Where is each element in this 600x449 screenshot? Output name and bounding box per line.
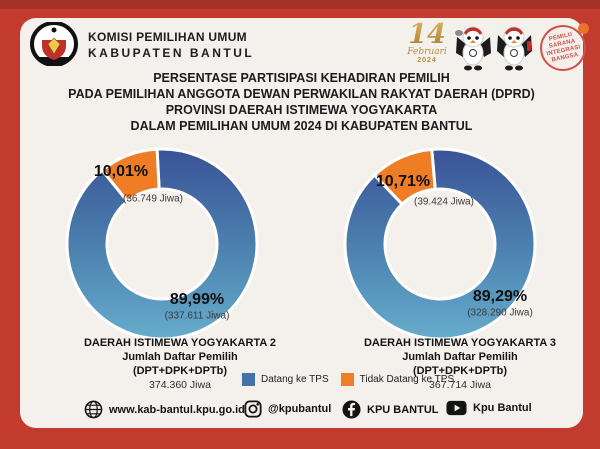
chart-caption-dapil-2: DAERAH ISTIMEWA YOGYAKARTA 2 Jumlah Daft… [60,336,300,392]
kpu-logo-icon [30,21,78,67]
youtube-icon [446,400,467,416]
region-name: DAERAH ISTIMEWA YOGYAKARTA 2 [83,337,277,349]
mascot-sura-icon [455,23,492,71]
frame-top-strip [0,0,600,9]
legend-item-absent: Tidak Datang ke TPS [340,373,455,386]
absent-pct-label: 10,01% [93,163,149,180]
chart-caption-dapil-3: DAERAH ISTIMEWA YOGYAKARTA 3 Jumlah Daft… [340,336,580,392]
attend-count-label: (337.611 Jiwa) [164,310,230,322]
header: KOMISI PEMILIHAN UMUM KABUPATEN BANTUL 1… [30,20,591,76]
donut-chart-dapil-2: 10,01% (36.749 Jiwa) 89,99% (337.611 Jiw… [64,146,260,342]
legend-label: Datang ke TPS [261,374,329,385]
voter-list-detail: (DPT+DPK+DPTb) [412,365,508,377]
facebook-name: KPU BANTUL [367,403,439,416]
absent-count-label: (39.424 Jiwa) [413,196,475,208]
attend-pct-label: 89,29% [472,288,528,305]
title-line-4: DALAM PEMILIHAN UMUM 2024 DI KABUPATEN B… [130,119,473,133]
title-line-1: PERSENTASE PARTISIPASI KEHADIRAN PEMILIH [153,71,450,85]
election-date-logo: 14 Februari 2024 [402,21,452,65]
date-number: 14 [402,21,452,48]
voter-list-detail: (DPT+DPK+DPTb) [132,365,228,377]
footer-website: www.kab-bantul.kpu.go.id [84,400,245,419]
mascot-sulu-icon [496,23,533,71]
footer: www.kab-bantul.kpu.go.id @kpubantul [20,400,583,426]
voter-total: 374.360 Jiwa [149,379,211,391]
legend-item-attend: Datang ke TPS [242,373,329,386]
org-name: KOMISI PEMILIHAN UMUM KABUPATEN BANTUL [88,30,254,60]
instagram-icon [244,400,262,418]
voter-list-label: Jumlah Daftar Pemilih [402,351,518,363]
absent-count-label: (36.749 Jiwa) [122,193,184,205]
footer-instagram: @kpubantul [244,400,331,418]
chart-legend: Datang ke TPS Tidak Datang ke TPS [242,373,454,386]
title-line-3: PROVINSI DAERAH ISTIMEWA YOGYAKARTA [165,103,438,117]
title-line-2: PADA PEMILIHAN ANGGOTA DEWAN PERWAKILAN … [68,87,535,101]
date-month: Februari [407,47,447,57]
mascots [455,23,533,71]
attend-pct-label: 89,99% [169,291,225,308]
youtube-name: Kpu Bantul [473,402,532,414]
facebook-icon [342,400,361,419]
footer-youtube: Kpu Bantul [446,400,532,416]
attend-count-label: (328.290 Jiwa) [467,307,533,319]
date-year: 2024 [417,57,437,64]
poster-card: KOMISI PEMILIHAN UMUM KABUPATEN BANTUL 1… [20,18,591,428]
org-line1: KOMISI PEMILIHAN UMUM [88,30,247,44]
absent-pct-label: 10,71% [375,173,431,190]
voter-list-label: Jumlah Daftar Pemilih [122,351,238,363]
website-url: www.kab-bantul.kpu.go.id [109,403,245,416]
badge-dot [578,23,589,34]
legend-swatch-orange [340,373,354,386]
globe-icon [84,400,103,419]
legend-label: Tidak Datang ke TPS [359,374,455,385]
instagram-handle: @kpubantul [268,403,332,415]
org-line2: KABUPATEN BANTUL [88,46,255,60]
page-title: PERSENTASE PARTISIPASI KEHADIRAN PEMILIH… [20,70,583,134]
donut-chart-dapil-3: 10,71% (39.424 Jiwa) 89,29% (328.290 Jiw… [342,146,538,342]
legend-swatch-blue [242,373,255,386]
footer-facebook: KPU BANTUL [342,400,439,419]
voter-total: 367.714 Jiwa [429,379,491,391]
region-name: DAERAH ISTIMEWA YOGYAKARTA 3 [363,337,557,349]
